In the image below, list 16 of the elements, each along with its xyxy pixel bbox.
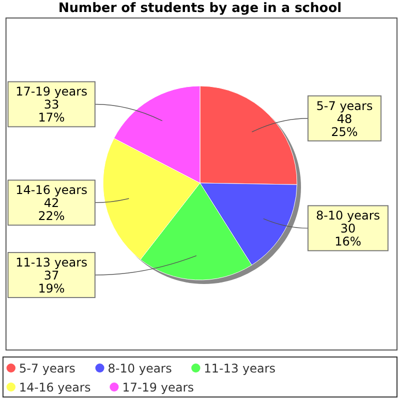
slice-label: 8-10 years: [316, 208, 380, 223]
legend-label: 11-13 years: [204, 362, 276, 376]
chart-title: Number of students by age in a school: [58, 1, 342, 16]
data-label: 37 19%: [38, 268, 65, 296]
data-label: 33 17%: [38, 98, 65, 125]
data-label: 30 16%: [334, 222, 362, 249]
legend-label: 14-16 years: [19, 380, 91, 394]
data-label: 42 22%: [38, 196, 65, 224]
slice-label: 11-13 years: [16, 256, 88, 270]
legend-label: 17-19 years: [122, 380, 194, 394]
legend-label: 5-7 years: [19, 362, 76, 376]
slice-label: 17-19 years: [16, 84, 88, 99]
slice-label: 14-16 years: [16, 183, 88, 198]
slice-label: 5-7 years: [316, 98, 373, 113]
legend-label: 8-10 years: [108, 362, 172, 376]
data-label: 48 25%: [331, 112, 358, 139]
